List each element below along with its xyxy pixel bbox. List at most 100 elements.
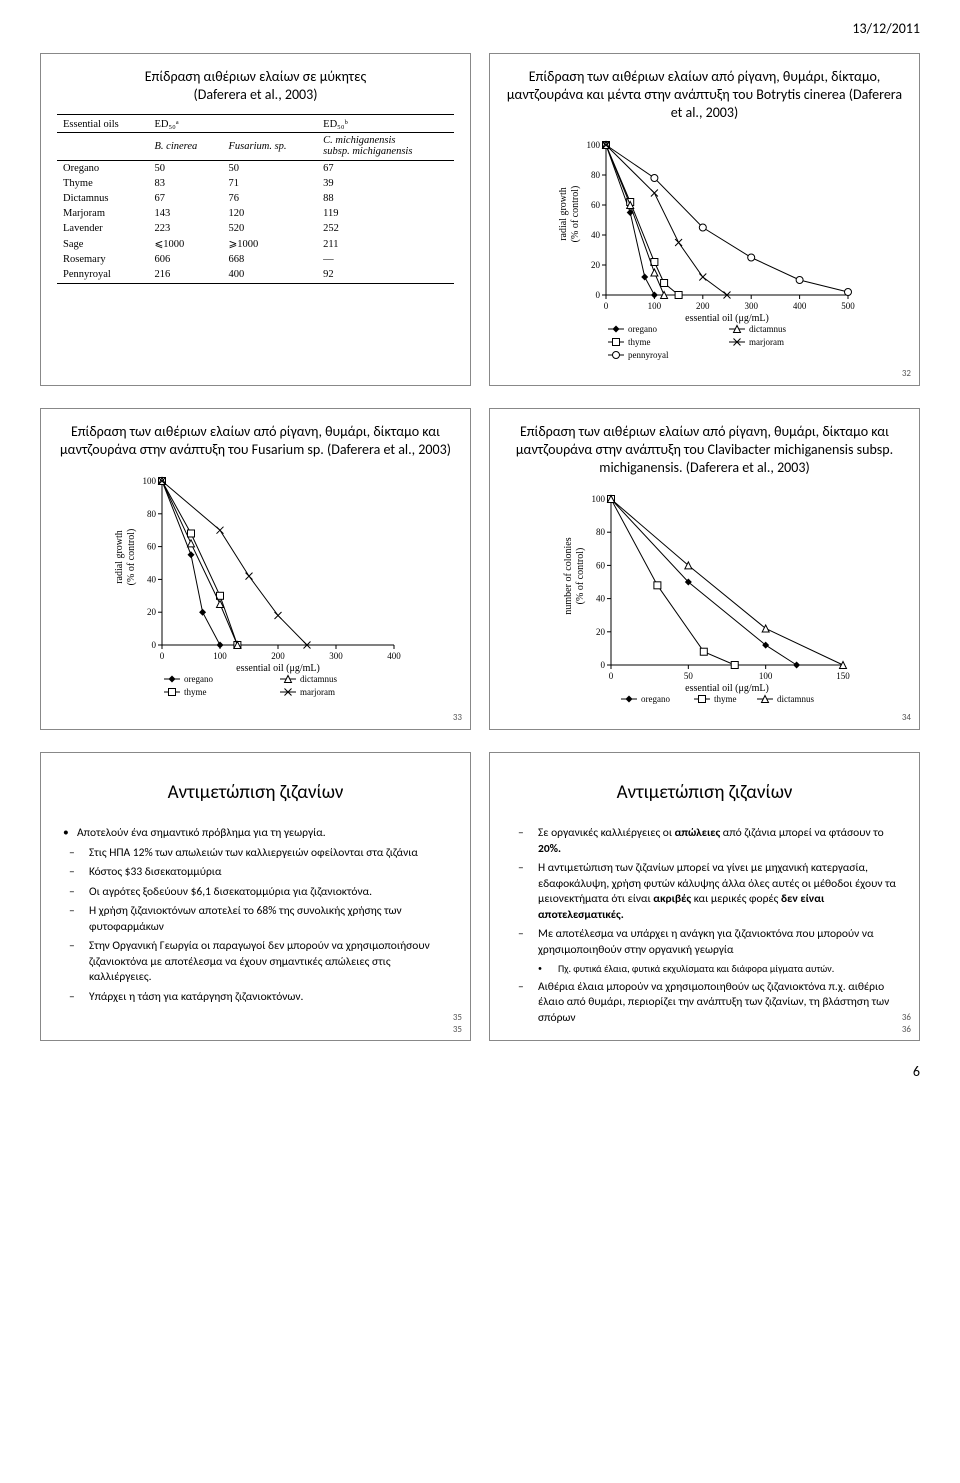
panel-36-bullets: Σε οργανικές καλλιέργειες οι απώλειες απ…: [506, 826, 903, 1026]
svg-text:0: 0: [159, 651, 164, 661]
svg-text:dictamnus: dictamnus: [300, 674, 337, 684]
svg-text:400: 400: [792, 301, 806, 311]
svg-text:(% of control): (% of control): [575, 548, 586, 605]
header-date: 13/12/2011: [40, 20, 920, 37]
bullet-item: Οι αγρότες ξοδεύουν $6,1 δισεκατομμύρια …: [69, 885, 448, 901]
slide-row-1: Επίδραση αιθέριων ελαίων σε μύκητες (Daf…: [40, 53, 920, 386]
svg-text:oregano: oregano: [628, 324, 657, 334]
slide-num-32: 32: [902, 368, 911, 379]
panel-34-title: Επίδραση των αιθέριων ελαίων από ρίγανη,…: [506, 423, 903, 478]
bullet-item: Αιθέρια έλαια μπορούν να χρησιμοποιηθούν…: [518, 980, 897, 1027]
svg-text:100: 100: [758, 671, 772, 681]
svg-text:(% of control): (% of control): [570, 185, 581, 242]
th-essential: Essential oils: [57, 115, 149, 133]
bullet-item: Πχ. φυτικά έλαια, φυτικά εκχυλίσματα και…: [538, 962, 897, 976]
svg-text:radial growth: radial growth: [558, 187, 569, 241]
bullet-item: Κόστος $33 δισεκατομμύρια: [69, 865, 448, 881]
panel-36: Αντιμετώπιση ζιζανίων Σε οργανικές καλλι…: [489, 752, 920, 1041]
row-value: 606: [149, 252, 223, 267]
row-value: 252: [317, 221, 454, 236]
table-row: Lavender223520252: [57, 221, 454, 236]
chart-34: 020406080100050100150essential oil (μg/m…: [555, 491, 855, 711]
row-value: 223: [149, 221, 223, 236]
row-value: 83: [149, 176, 223, 191]
chart-32-wrap: 0204060801000100200300400500essential oi…: [506, 133, 903, 375]
panel-31-title: Επίδραση αιθέριων ελαίων σε μύκητες (Daf…: [57, 68, 454, 104]
bullet-item: Με αποτέλεσμα να υπάρχει η ανάγκη για ζι…: [518, 927, 897, 958]
row-value: 39: [317, 176, 454, 191]
panel-32: Επίδραση των αιθέριων ελαίων από ρίγανη,…: [489, 53, 920, 386]
bullet-item: Στις ΗΠΑ 12% των απωλειών των καλλιεργει…: [69, 846, 448, 862]
svg-text:300: 300: [744, 301, 758, 311]
chart-34-wrap: 020406080100050100150essential oil (μg/m…: [506, 487, 903, 719]
row-value: 88: [317, 191, 454, 206]
table-row: Oregano505067: [57, 161, 454, 177]
svg-text:100: 100: [647, 301, 661, 311]
svg-text:40: 40: [147, 574, 157, 584]
panel-31: Επίδραση αιθέριων ελαίων σε μύκητες (Daf…: [40, 53, 471, 386]
svg-text:60: 60: [147, 542, 157, 552]
bullet-item: Η χρήση ζιζανιοκτόνων αποτελεί το 68% τη…: [69, 904, 448, 935]
slide-num-35: 35 35: [453, 1013, 462, 1034]
svg-text:80: 80: [591, 170, 601, 180]
svg-text:essential oil (μg/mL): essential oil (μg/mL): [685, 313, 769, 324]
svg-text:marjoram: marjoram: [300, 687, 335, 697]
row-value: 50: [149, 161, 223, 177]
row-name: Thyme: [57, 176, 149, 191]
th-ed50b: ED₅₀ᵇ: [317, 115, 454, 133]
panel-35-bullets: Αποτελούν ένα σημαντικό πρόβλημα για τη …: [57, 826, 454, 1005]
row-value: 211: [317, 236, 454, 252]
svg-text:200: 200: [696, 301, 710, 311]
svg-text:500: 500: [841, 301, 855, 311]
panel-31-title-l2: (Daferera et al., 2003): [194, 86, 318, 103]
slide-num-36a: 36: [902, 1013, 911, 1022]
svg-text:essential oil (μg/mL): essential oil (μg/mL): [685, 683, 769, 694]
svg-text:thyme: thyme: [714, 694, 737, 704]
svg-text:40: 40: [591, 230, 601, 240]
panel-32-title-text: Επίδραση των αιθέριων ελαίων από ρίγανη,…: [507, 68, 902, 121]
panel-34-title-text: Επίδραση των αιθέριων ελαίων από ρίγανη,…: [516, 423, 893, 476]
row-value: 119: [317, 206, 454, 221]
chart-33: 0204060801000100200300400essential oil (…: [106, 473, 406, 703]
row-value: ⩾1000: [223, 236, 318, 252]
row-name: Marjoram: [57, 206, 149, 221]
table-row: Thyme837139: [57, 176, 454, 191]
panel-35-title: Αντιμετώπιση ζιζανίων: [57, 781, 454, 804]
svg-text:0: 0: [151, 640, 156, 650]
row-value: 92: [317, 267, 454, 284]
row-name: Sage: [57, 236, 149, 252]
bullet-item: Αποτελούν ένα σημαντικό πρόβλημα για τη …: [63, 826, 448, 842]
svg-text:20: 20: [147, 607, 157, 617]
table-row: Sage⩽1000⩾1000211: [57, 236, 454, 252]
table-row: Rosemary606668—: [57, 252, 454, 267]
svg-text:100: 100: [213, 651, 227, 661]
panel-35: Αντιμετώπιση ζιζανίων Αποτελούν ένα σημα…: [40, 752, 471, 1041]
chart-32: 0204060801000100200300400500essential oi…: [550, 137, 860, 367]
row-value: 120: [223, 206, 318, 221]
svg-text:150: 150: [836, 671, 850, 681]
table-row: Pennyroyal21640092: [57, 267, 454, 284]
svg-text:80: 80: [596, 527, 606, 537]
panel-36-title: Αντιμετώπιση ζιζανίων: [506, 781, 903, 804]
svg-text:oregano: oregano: [641, 694, 670, 704]
row-value: —: [317, 252, 454, 267]
svg-text:0: 0: [603, 301, 608, 311]
th-sub-b: B. cinerea: [149, 133, 223, 161]
svg-text:20: 20: [596, 627, 606, 637]
row-value: 67: [149, 191, 223, 206]
svg-text:200: 200: [271, 651, 285, 661]
svg-text:60: 60: [596, 561, 606, 571]
svg-text:40: 40: [596, 594, 606, 604]
slide-num-35a: 35: [453, 1013, 462, 1022]
bullet-item: Στην Οργανική Γεωργία οι παραγωγοί δεν μ…: [69, 939, 448, 986]
svg-text:(% of control): (% of control): [126, 529, 137, 586]
svg-text:100: 100: [142, 476, 156, 486]
row-name: Pennyroyal: [57, 267, 149, 284]
svg-text:0: 0: [608, 671, 613, 681]
page-number: 6: [40, 1063, 920, 1080]
table-row: Marjoram143120119: [57, 206, 454, 221]
th-sub-c2: subsp. michiganensis: [323, 146, 412, 157]
panel-34: Επίδραση των αιθέριων ελαίων από ρίγανη,…: [489, 408, 920, 731]
row-value: 400: [223, 267, 318, 284]
row-value: 216: [149, 267, 223, 284]
